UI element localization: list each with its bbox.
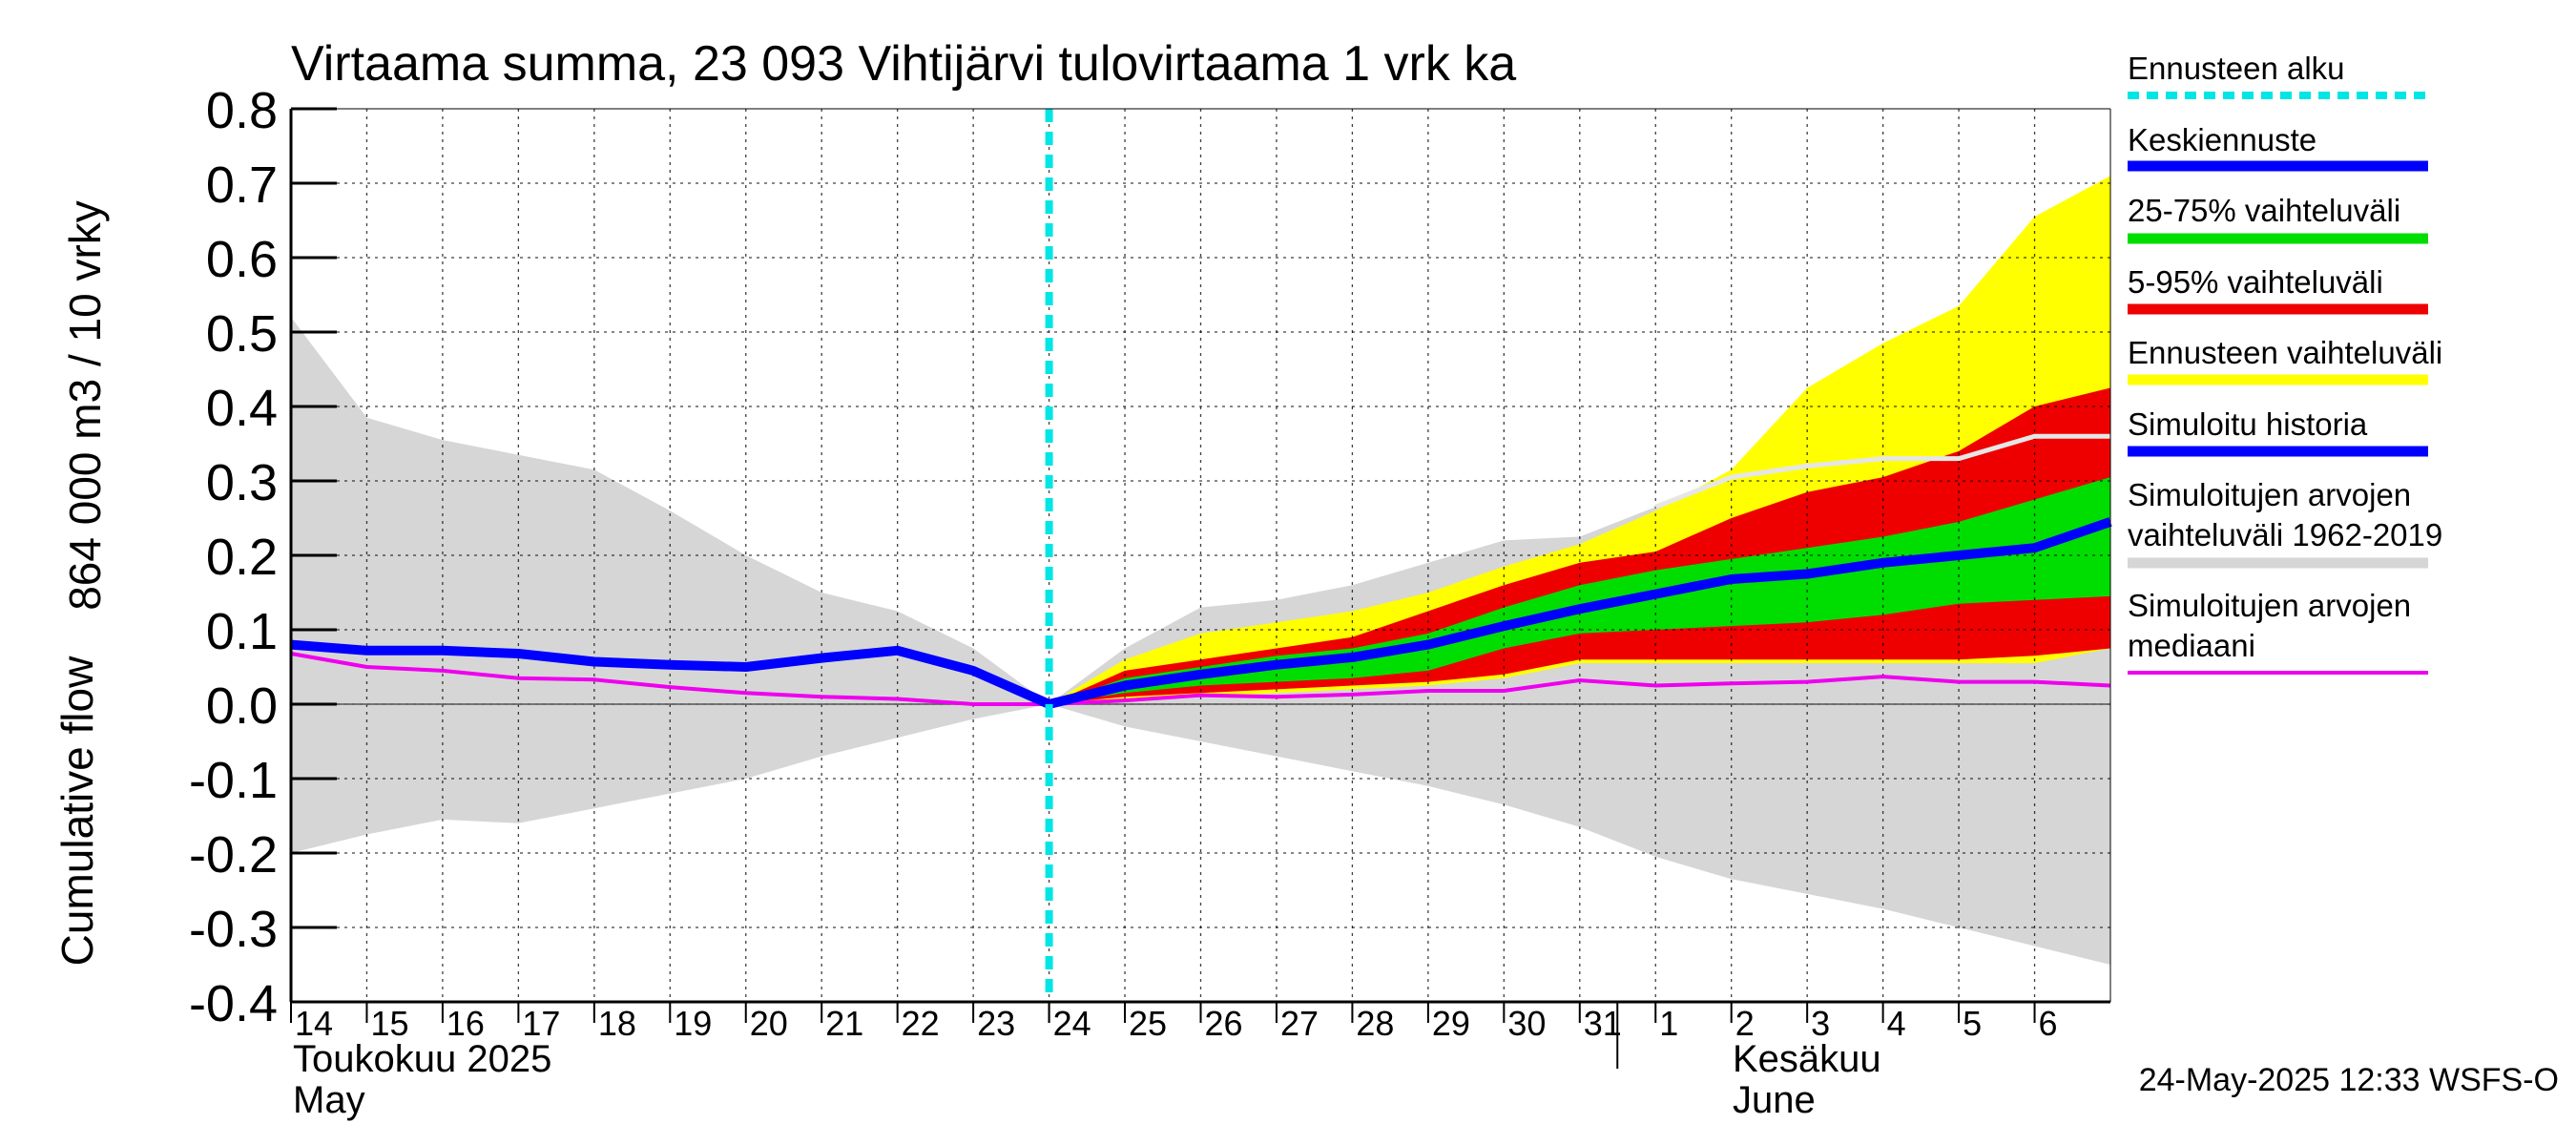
x-tick-label: 14 <box>295 1004 333 1043</box>
legend-label: Simuloitu historia <box>2128 406 2368 442</box>
legend-label-line2: mediaani <box>2128 628 2255 663</box>
legend-item: Ennusteen alku <box>2128 51 2428 99</box>
y-axis-label-title: Cumulative flow <box>52 656 102 966</box>
legend-label: 5-95% vaihteluväli <box>2128 264 2383 300</box>
simulated-history-upper-line <box>1654 433 2110 510</box>
x-tick-label: 6 <box>2039 1004 2058 1043</box>
y-tick-label: -0.3 <box>189 901 278 958</box>
x-tick-label: 28 <box>1356 1004 1394 1043</box>
legend-label-line2: vaihteluväli 1962-2019 <box>2128 517 2442 552</box>
y-tick-label: 0.5 <box>206 305 278 363</box>
median-line <box>290 652 2111 706</box>
x-tick-label: 17 <box>522 1004 560 1043</box>
footer-timestamp: 24-May-2025 12:33 WSFS-O <box>2139 1062 2559 1098</box>
legend-item: Keskiennuste <box>2128 122 2428 172</box>
x-tick-label: 29 <box>1432 1004 1470 1043</box>
legend-label: Keskiennuste <box>2128 122 2316 157</box>
x-tick-label: 27 <box>1280 1004 1319 1043</box>
x-tick-label: 18 <box>598 1004 636 1043</box>
y-tick-label: -0.1 <box>189 752 278 809</box>
legend-item: Ennusteen vaihteluväli <box>2128 335 2442 385</box>
x-tick-label: 20 <box>750 1004 788 1043</box>
legend: Ennusteen alku Keskiennuste 25-75% vaihtel… <box>2128 51 2442 675</box>
y-tick-label: -0.2 <box>189 826 278 884</box>
x-tick-label: 22 <box>902 1004 940 1043</box>
x-tick-label: 15 <box>370 1004 408 1043</box>
band-5-95 <box>1049 387 2110 704</box>
y-tick-label: -0.4 <box>189 975 278 1032</box>
y-tick-label: 0.7 <box>206 156 278 214</box>
legend-item: 25-75% vaihteluväli <box>2128 193 2428 244</box>
legend-item: Simuloitu historia <box>2128 406 2428 457</box>
x-tick-label: 3 <box>1811 1004 1830 1043</box>
x-tick-label: 23 <box>977 1004 1015 1043</box>
x-tick-label: 24 <box>1053 1004 1091 1043</box>
x-tick-label: 25 <box>1129 1004 1167 1043</box>
month-label-june-en: June <box>1733 1079 1816 1121</box>
legend-label: Ennusteen alku <box>2128 51 2345 86</box>
month-label-may-fi: Toukokuu 2025 <box>293 1038 551 1080</box>
x-tick-label: 5 <box>1963 1004 1982 1043</box>
y-tick-label: 0.0 <box>206 677 278 735</box>
lines-layer <box>290 109 2112 1002</box>
legend-label: Simuloitujen arvojen <box>2128 477 2411 512</box>
x-tick-label: 19 <box>674 1004 712 1043</box>
month-label-may-en: May <box>293 1079 365 1121</box>
y-tick-label: 0.4 <box>206 380 278 437</box>
x-tick-label: 16 <box>447 1004 485 1043</box>
x-tick-label: 26 <box>1205 1004 1243 1043</box>
y-tick-label: 0.8 <box>206 82 278 139</box>
chart-title: Virtaama summa, 23 093 Vihtijärvi tulovi… <box>291 36 1516 92</box>
grid-layer <box>291 109 2110 1002</box>
legend-label: Simuloitujen arvojen <box>2128 588 2411 623</box>
legend-item: Simuloitujen arvojen mediaani <box>2128 588 2428 675</box>
x-tick-label: 31 <box>1584 1004 1622 1043</box>
legend-item: Simuloitujen arvojen vaihteluväli 1962-20… <box>2128 477 2442 569</box>
x-tick-label: 30 <box>1507 1004 1546 1043</box>
x-tick-label: 1 <box>1659 1004 1678 1043</box>
y-tick-label: 0.1 <box>206 603 278 660</box>
legend-label: Ennusteen vaihteluväli <box>2128 335 2442 370</box>
axes-layer: -0.4 -0.3 -0.2 -0.1 0.0 0.1 0.2 0.3 0.4 0.5 0.6 0.7… <box>189 82 2111 1069</box>
x-tick-label: 2 <box>1735 1004 1755 1043</box>
y-axis-label-units: 864 000 m3 / 10 vrky <box>60 200 110 611</box>
y-tick-label: 0.3 <box>206 454 278 511</box>
mean-forecast-line <box>290 517 2112 709</box>
y-tick-label: 0.2 <box>206 529 278 586</box>
legend-label: 25-75% vaihteluväli <box>2128 193 2400 228</box>
x-tick-label: 4 <box>1887 1004 1906 1043</box>
y-tick-label: 0.6 <box>206 231 278 288</box>
month-label-june-fi: Kesäkuu <box>1733 1038 1881 1080</box>
x-tick-label: 21 <box>825 1004 863 1043</box>
legend-item: 5-95% vaihteluväli <box>2128 264 2428 315</box>
